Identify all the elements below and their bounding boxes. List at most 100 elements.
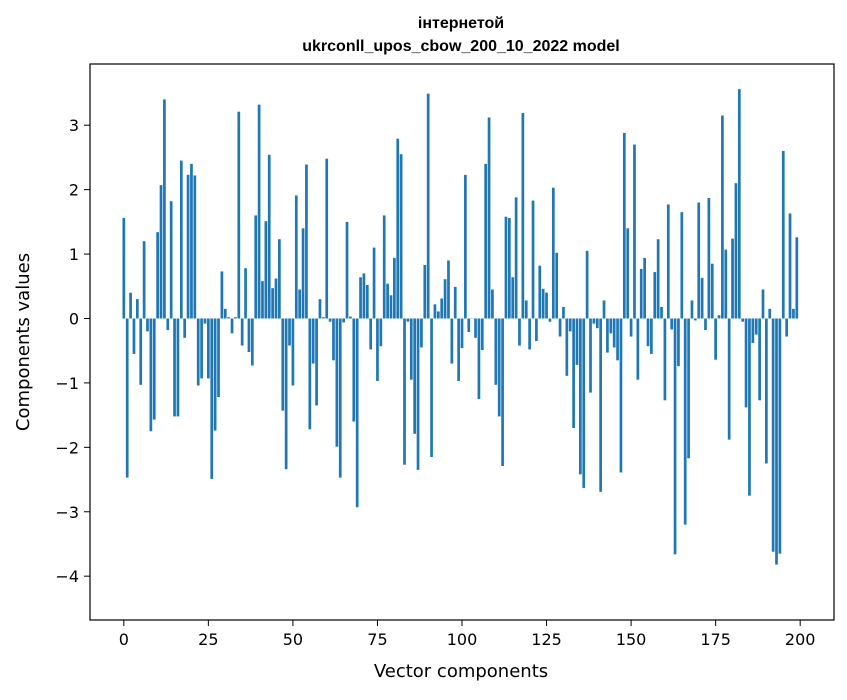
bar <box>403 318 406 464</box>
y-tick-label: −4 <box>55 567 79 586</box>
bar <box>779 318 782 553</box>
bar <box>166 318 169 330</box>
y-tick-label: 3 <box>69 116 79 135</box>
bar <box>508 218 511 319</box>
bar <box>376 318 379 380</box>
bar <box>694 318 697 320</box>
bar <box>623 133 626 319</box>
y-tick-label: −1 <box>55 374 79 393</box>
bar <box>373 248 376 319</box>
bar <box>423 265 426 318</box>
bar <box>606 318 609 352</box>
bar <box>464 175 467 319</box>
bar <box>647 318 650 346</box>
bar <box>660 307 663 319</box>
bar <box>217 318 220 397</box>
bar <box>390 295 393 318</box>
bar <box>484 164 487 319</box>
bar <box>762 289 765 318</box>
bar <box>288 318 291 345</box>
bar <box>515 197 518 318</box>
bar <box>586 251 589 319</box>
bar <box>444 279 447 318</box>
bar <box>478 318 481 399</box>
bar <box>156 232 159 318</box>
bar <box>325 159 328 319</box>
bar <box>721 116 724 319</box>
bar <box>430 318 433 457</box>
bar <box>775 318 778 564</box>
bar <box>410 318 413 379</box>
bar <box>393 258 396 319</box>
x-tick-label: 0 <box>119 630 129 649</box>
bar <box>278 239 281 318</box>
bar <box>352 318 355 421</box>
bar <box>792 309 795 319</box>
bar <box>474 318 477 337</box>
bar <box>481 318 484 350</box>
bar <box>329 318 332 321</box>
bar <box>146 318 149 331</box>
bar <box>491 289 494 318</box>
bar <box>714 318 717 359</box>
bar <box>711 264 714 319</box>
bar <box>133 318 136 353</box>
bar <box>336 318 339 446</box>
bar <box>565 318 568 375</box>
bar <box>183 318 186 337</box>
bar <box>305 165 308 319</box>
bar <box>467 318 470 332</box>
bar <box>633 145 636 319</box>
bar <box>528 318 531 349</box>
bar <box>738 89 741 318</box>
bar <box>275 279 278 319</box>
bar <box>241 318 244 345</box>
bar <box>609 318 612 333</box>
bar <box>434 304 437 318</box>
bar <box>214 318 217 430</box>
bar <box>251 318 254 365</box>
x-tick-label: 25 <box>198 630 218 649</box>
bar <box>765 318 768 463</box>
bar <box>674 318 677 554</box>
bar <box>525 300 528 318</box>
bar <box>545 293 548 319</box>
bar <box>308 318 311 429</box>
x-tick-label: 175 <box>700 630 731 649</box>
bar <box>265 221 268 318</box>
y-axis-label: Components values <box>13 253 34 431</box>
y-tick-label: −2 <box>55 438 79 457</box>
bar <box>349 317 352 319</box>
bar <box>319 299 322 318</box>
bar <box>576 318 579 364</box>
bar <box>687 318 690 458</box>
bar <box>768 309 771 319</box>
chart-title-line-2: ukrconll_upos_cbow_200_10_2022 model <box>302 38 619 55</box>
bar <box>136 299 139 318</box>
bar <box>745 318 748 407</box>
bar <box>532 201 535 319</box>
bar <box>248 318 251 352</box>
bar <box>163 99 166 318</box>
bar <box>518 318 521 345</box>
bar <box>129 293 132 319</box>
bar <box>234 317 237 318</box>
bar <box>691 300 694 318</box>
bar <box>538 266 541 319</box>
chart-title-line-1: інтернетой <box>418 15 504 32</box>
x-tick-label: 125 <box>531 630 562 649</box>
bar <box>126 318 129 477</box>
bar <box>751 318 754 342</box>
bar <box>139 318 142 384</box>
bar <box>366 285 369 319</box>
bar <box>620 318 623 472</box>
bar <box>511 277 514 318</box>
bar <box>559 318 562 336</box>
bar <box>637 318 640 379</box>
bar <box>626 228 629 318</box>
bar <box>795 237 798 318</box>
y-tick-label: −3 <box>55 503 79 522</box>
bar <box>342 318 345 322</box>
